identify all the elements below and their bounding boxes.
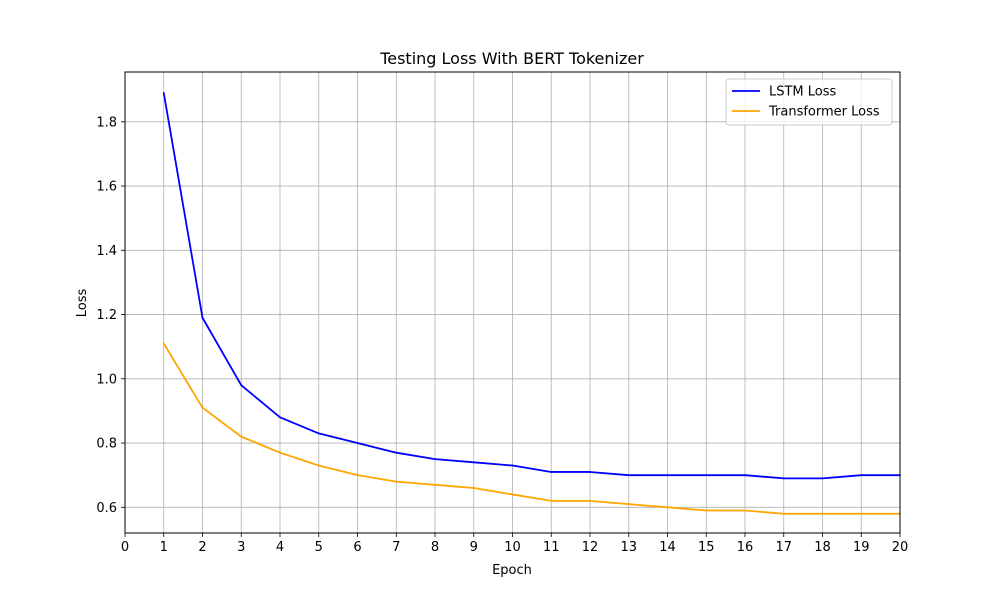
legend-label: Transformer Loss	[768, 105, 880, 120]
x-tick-label: 3	[237, 540, 245, 555]
x-tick-label: 10	[504, 540, 521, 555]
y-tick-label: 0.8	[96, 437, 117, 452]
x-tick-label: 20	[892, 540, 909, 555]
x-tick-label: 17	[775, 540, 792, 555]
axis-ticks: 0 1 2 3 4 5 6 7 8 9 10 11 12 13 14 15 16 17 18 19 200.60.81.…	[96, 115, 908, 555]
data-point	[511, 464, 514, 467]
y-tick-label: 1.6	[96, 180, 117, 195]
x-tick-label: 6	[353, 540, 361, 555]
data-point	[589, 471, 591, 473]
legend-label: LSTM Loss	[769, 85, 837, 100]
chart-title: Testing Loss With BERT Tokenizer	[379, 49, 644, 68]
y-axis-label: Loss	[75, 289, 90, 318]
data-point	[860, 512, 863, 515]
x-tick-label: 14	[659, 540, 676, 555]
x-tick-label: 4	[276, 540, 284, 555]
data-point	[472, 487, 475, 489]
y-tick-label: 1.0	[96, 372, 117, 387]
data-point	[666, 474, 669, 477]
y-tick-label: 1.4	[96, 244, 117, 259]
x-tick-label: 12	[582, 540, 599, 555]
data-point	[744, 474, 746, 477]
data-point	[162, 342, 165, 345]
data-point	[201, 406, 204, 409]
data-point	[550, 471, 553, 473]
data-point	[860, 474, 863, 477]
data-point	[666, 506, 669, 509]
data-point	[434, 483, 436, 486]
x-tick-label: 19	[853, 540, 870, 555]
x-tick-label: 11	[543, 540, 560, 555]
data-point	[201, 316, 204, 319]
data-point	[782, 512, 785, 515]
data-point	[821, 477, 824, 480]
series-lines	[162, 91, 901, 515]
x-tick-label: 15	[698, 540, 715, 555]
data-point	[705, 509, 708, 512]
x-tick-label: 9	[470, 540, 478, 555]
data-point	[317, 464, 320, 467]
data-point	[317, 432, 320, 435]
x-tick-label: 18	[814, 540, 831, 555]
y-tick-label: 1.8	[96, 115, 117, 130]
y-tick-label: 0.6	[96, 501, 117, 516]
data-point	[627, 474, 630, 477]
x-tick-label: 5	[315, 540, 323, 555]
x-tick-label: 8	[431, 540, 439, 555]
data-point	[627, 503, 630, 505]
data-point	[395, 480, 398, 483]
x-tick-label: 1	[160, 540, 168, 555]
data-point	[511, 493, 514, 496]
data-point	[279, 416, 281, 419]
x-tick-label: 16	[737, 540, 754, 555]
data-point	[550, 499, 553, 502]
data-point	[356, 474, 359, 477]
data-point	[705, 474, 708, 477]
data-point	[589, 499, 591, 502]
y-tick-label: 1.2	[96, 308, 117, 323]
data-point	[240, 435, 243, 438]
data-point	[434, 458, 436, 461]
x-tick-label: 7	[392, 540, 400, 555]
x-tick-label: 2	[198, 540, 206, 555]
data-point	[744, 509, 746, 512]
data-point	[240, 384, 243, 387]
x-axis-label: Epoch	[492, 563, 532, 578]
series-line-lstm	[162, 92, 900, 480]
data-point	[279, 451, 281, 454]
grid-lines	[124, 72, 901, 533]
series-line-transformer	[162, 342, 900, 515]
x-tick-label: 0	[121, 540, 129, 555]
data-point	[782, 477, 785, 480]
legend-box	[725, 78, 893, 126]
data-point	[356, 442, 359, 444]
data-point	[395, 451, 398, 454]
data-point	[472, 461, 475, 464]
data-point	[821, 512, 824, 515]
legend: LSTM Loss Transformer Loss	[725, 78, 893, 126]
x-tick-label: 13	[620, 540, 637, 555]
data-point	[162, 91, 165, 94]
